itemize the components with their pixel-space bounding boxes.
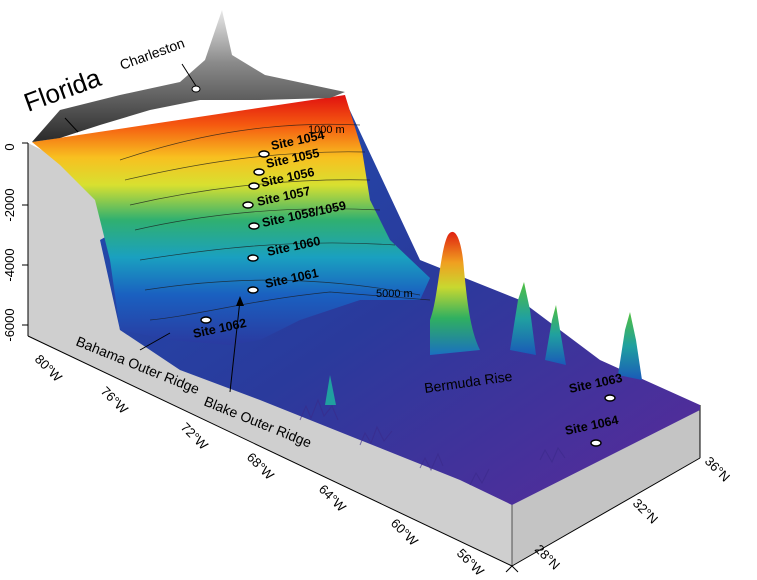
green-peak-2 — [545, 305, 566, 365]
contours — [119, 123, 431, 321]
depth-tick-4000: -4000 — [2, 248, 17, 281]
bermuda-peak — [430, 231, 480, 355]
contour-1000-label: 1000 m — [308, 124, 345, 136]
abyss-texture — [299, 398, 566, 486]
lon-tick-80w: 80°W — [32, 352, 66, 386]
site-markers — [200, 150, 616, 447]
lon-tick-68w: 68°W — [244, 450, 278, 484]
lon-tick-76w: 76°W — [98, 384, 132, 418]
lon-tick-72w: 72°W — [178, 420, 212, 454]
lat-tick-32n: 32°N — [630, 496, 661, 527]
green-peak-3 — [618, 312, 642, 380]
blake-leader — [229, 299, 241, 393]
green-peak-1 — [510, 282, 536, 355]
depth-tick-0: 0 — [2, 143, 17, 150]
front-side-wall — [512, 405, 700, 566]
depth-tick-2000: -2000 — [2, 188, 17, 221]
charleston-marker — [191, 85, 201, 93]
bahama-leader — [139, 332, 171, 351]
lat-tick-36n: 36°N — [702, 454, 733, 485]
depth-tick-6000: -6000 — [2, 308, 17, 341]
land-surface — [32, 10, 345, 142]
lat-tick-28n: 28°N — [532, 542, 563, 573]
contour-5000-label: 5000 m — [376, 288, 413, 300]
green-peak-4 — [325, 375, 336, 405]
charleston-label: Charleston — [118, 35, 187, 73]
